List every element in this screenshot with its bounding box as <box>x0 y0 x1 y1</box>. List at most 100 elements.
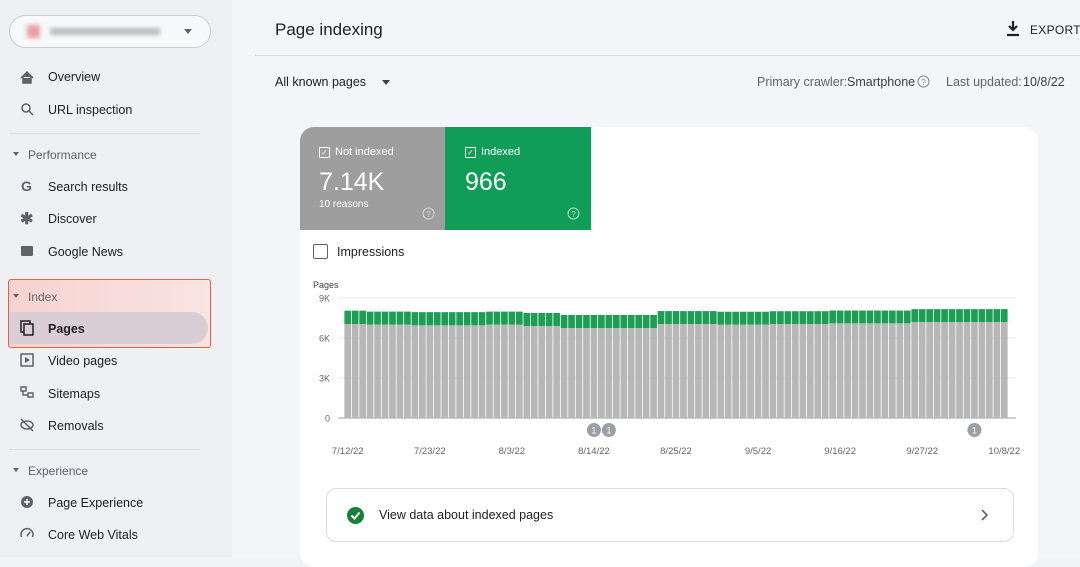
bar-segment <box>911 322 918 418</box>
nav-item[interactable]: Core Web Vitals <box>48 528 138 542</box>
bar-segment <box>486 312 493 325</box>
nav-item[interactable]: Overview <box>48 70 100 84</box>
bar-segment <box>896 311 903 324</box>
nav-section[interactable]: Index <box>28 290 57 304</box>
bar-segment <box>606 328 613 418</box>
bar-segment <box>494 312 501 325</box>
svg-text:?: ? <box>426 210 431 219</box>
card-label: Indexed <box>481 146 520 158</box>
x-tick-label: 7/12/22 <box>332 446 364 457</box>
bar-segment <box>956 322 963 418</box>
bar-segment <box>755 312 762 325</box>
filter-dropdown[interactable]: All known pages <box>275 75 366 89</box>
bar-segment <box>419 312 426 325</box>
discover-icon: ✱ <box>20 211 33 228</box>
nav-section[interactable]: Experience <box>28 464 88 478</box>
help-icon[interactable]: ? <box>567 207 580 220</box>
help-icon[interactable]: ? <box>917 75 930 88</box>
bar-segment <box>949 309 956 322</box>
y-tick-label: 6K <box>319 334 330 344</box>
bar-segment <box>762 312 769 325</box>
nav-item[interactable]: Video pages <box>48 354 117 368</box>
bar-segment <box>941 322 948 418</box>
bar-segment <box>546 326 553 418</box>
bar-segment <box>837 311 844 324</box>
nav-item[interactable]: Sitemaps <box>48 387 100 401</box>
bar-segment <box>710 324 717 418</box>
bar-segment <box>591 328 598 418</box>
bar-segment <box>404 325 411 418</box>
impressions-label[interactable]: Impressions <box>337 245 404 259</box>
bar-segment <box>732 325 739 418</box>
bar-segment <box>501 325 508 418</box>
bar-segment <box>882 311 889 324</box>
bar-segment <box>367 325 374 418</box>
bar-segment <box>531 326 538 418</box>
indexed-link[interactable]: View data about indexed pages <box>326 488 1014 542</box>
x-tick-label: 8/14/22 <box>578 446 610 457</box>
bar-segment <box>434 325 441 418</box>
bar-segment <box>800 324 807 418</box>
bar-segment <box>591 315 598 328</box>
bar-segment <box>568 328 575 418</box>
nav-item[interactable]: Page Experience <box>48 496 143 510</box>
bar-segment <box>673 324 680 418</box>
bar-segment <box>755 325 762 418</box>
download-icon <box>1006 21 1020 37</box>
bar-segment <box>874 311 881 324</box>
bar-segment <box>703 324 710 418</box>
impressions-checkbox[interactable] <box>313 244 328 259</box>
nav-item[interactable]: Pages <box>48 322 85 336</box>
bar-segment <box>628 315 635 328</box>
bar-segment <box>456 325 463 418</box>
bar-segment <box>389 325 396 418</box>
bar-segment <box>926 309 933 322</box>
bar-segment <box>613 328 620 418</box>
bar-segment <box>561 315 568 328</box>
bar-segment <box>553 326 560 418</box>
indexed-card[interactable]: ✓ Indexed 966 ? <box>445 127 591 230</box>
bar-segment <box>598 315 605 328</box>
video-icon <box>25 357 30 363</box>
bar-segment <box>352 324 359 418</box>
y-tick-label: 3K <box>319 374 330 384</box>
x-tick-label: 9/27/22 <box>906 446 938 457</box>
x-tick-label: 10/8/22 <box>988 446 1020 457</box>
bar-segment <box>852 311 859 324</box>
export-button[interactable]: EXPORT <box>1030 23 1080 37</box>
bar-segment <box>538 313 545 326</box>
updated-label: Last updated: <box>946 75 1022 89</box>
not-indexed-card[interactable]: ✓ Not indexed 7.14K 10 reasons ? <box>300 127 445 230</box>
bar-segment <box>486 325 493 418</box>
help-icon[interactable]: ? <box>422 207 435 220</box>
bar-segment <box>650 328 657 418</box>
bar-segment <box>598 328 605 418</box>
checkbox: ✓ <box>319 147 330 158</box>
bar-segment <box>949 322 956 418</box>
bar-segment <box>904 323 911 418</box>
nav-item[interactable]: URL inspection <box>48 103 132 117</box>
search-icon <box>22 104 30 112</box>
nav-item[interactable]: Removals <box>48 419 104 433</box>
bar-segment <box>837 323 844 418</box>
y-tick-label: 9K <box>319 294 330 304</box>
caret <box>13 294 19 298</box>
nav-item[interactable]: Google News <box>48 245 123 259</box>
bar-segment <box>434 312 441 325</box>
bar-segment <box>635 328 642 418</box>
news-icon <box>21 246 33 256</box>
bar-segment <box>523 313 530 326</box>
bar-segment <box>449 325 456 418</box>
bar-segment <box>785 324 792 418</box>
nav-section[interactable]: Performance <box>28 148 97 162</box>
nav-item[interactable]: Discover <box>48 212 97 226</box>
bar-segment <box>382 325 389 418</box>
bar-segment <box>494 325 501 418</box>
nav-item[interactable]: Search results <box>48 180 128 194</box>
chart: Pages03K6K9K7/12/227/23/228/3/228/14/228… <box>300 270 1030 470</box>
bar-segment <box>740 312 747 325</box>
bar-segment <box>725 312 732 325</box>
bar-segment <box>889 323 896 418</box>
bar-segment <box>971 322 978 418</box>
bar-segment <box>479 325 486 418</box>
